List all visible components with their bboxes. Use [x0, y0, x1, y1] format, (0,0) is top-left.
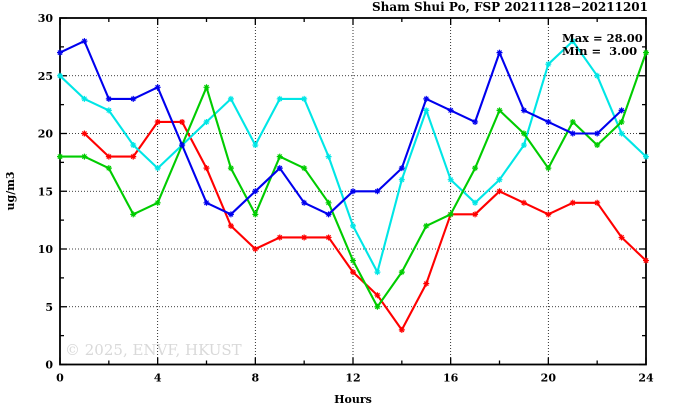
series-red: [81, 118, 649, 333]
y-tick-label: 25: [38, 70, 53, 83]
x-axis-label: Hours: [334, 393, 372, 406]
plot-border: [59, 17, 647, 366]
series-line-blue: [59, 40, 623, 216]
series-cyan: [57, 38, 649, 276]
y-tick-label: 10: [38, 243, 54, 256]
series-line-red: [83, 120, 647, 331]
y-tick-label: 5: [45, 301, 53, 314]
series-blue: [57, 38, 625, 218]
min-annotation: Min = 3.00: [562, 44, 637, 58]
x-tick-label: 12: [345, 372, 360, 385]
watermark: © 2025, ENVF, HKUST: [65, 341, 242, 359]
series-markers-red: [81, 118, 649, 333]
x-tick-label: 16: [443, 372, 459, 385]
y-tick-label: 20: [38, 128, 54, 141]
x-tick-label: 4: [154, 372, 162, 385]
plot-area: 0 4 8 12 16 20 24 0 5 10 15 20 25 30: [38, 12, 654, 385]
y-tick-label: 0: [45, 359, 53, 372]
series-green: [57, 49, 649, 310]
y-tick-label: 30: [38, 12, 54, 25]
chart-title: Sham Shui Po, FSP 20211128−20211201: [372, 0, 648, 14]
x-tick-label: 8: [252, 372, 260, 385]
max-annotation: Max = 28.00: [562, 31, 643, 45]
y-axis-label: ug/m3: [4, 172, 17, 211]
x-tick-label: 24: [638, 372, 654, 385]
x-tick-label: 0: [56, 372, 64, 385]
series-markers-blue: [57, 38, 625, 218]
x-tick-label: 20: [541, 372, 557, 385]
y-tick-label: 15: [38, 185, 53, 198]
